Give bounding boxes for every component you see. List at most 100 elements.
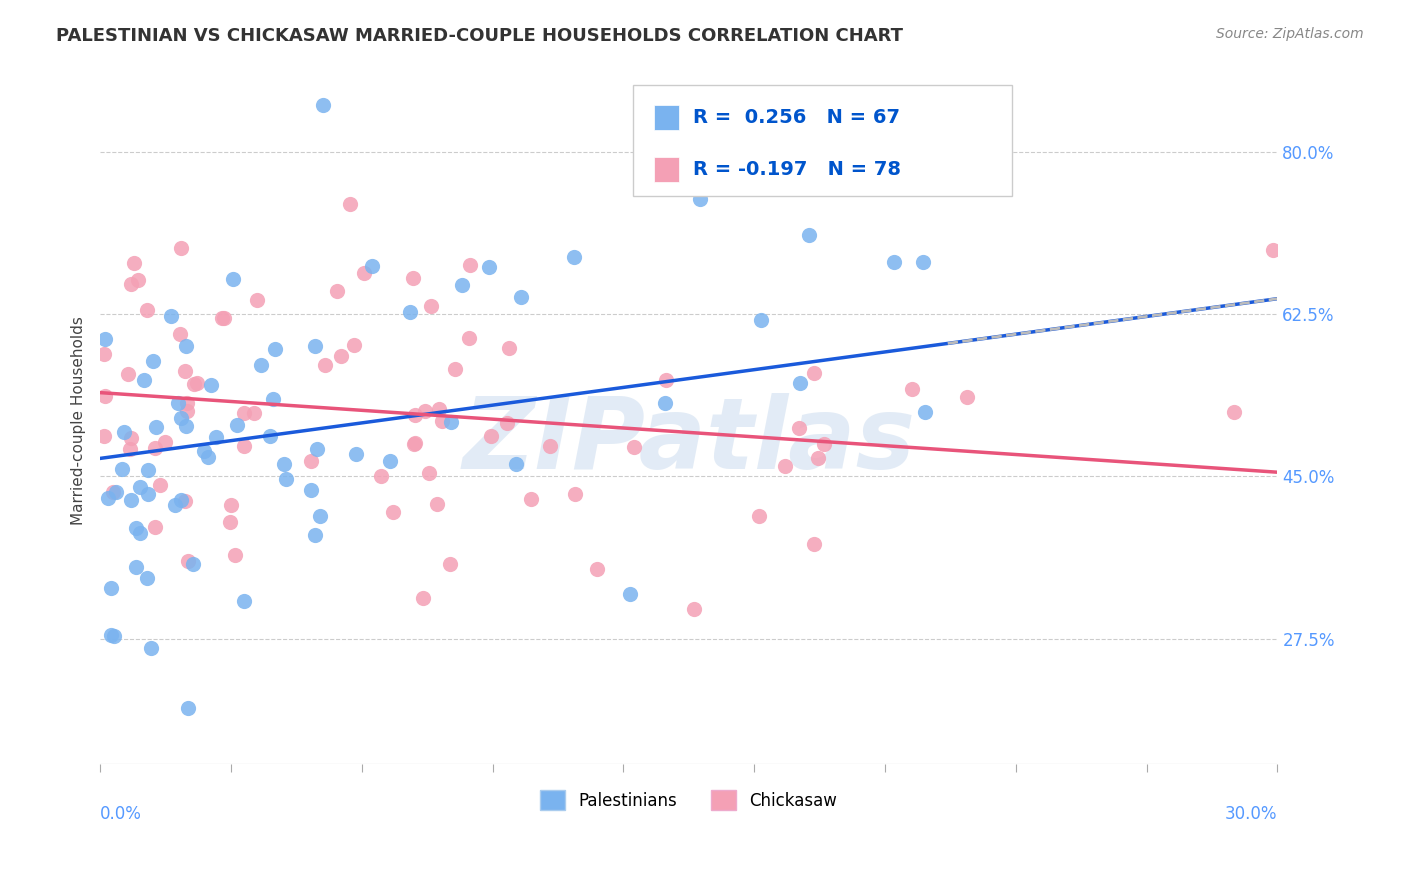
Point [301,483,323,497]
Point [619,587,641,601]
Point [478,260,501,274]
Point [170,492,193,507]
Point [129,479,152,493]
Point [177,701,200,715]
Point [141,640,163,655]
Point [787,421,810,435]
Point [94,332,117,346]
Point [343,338,366,352]
Point [163,498,186,512]
Point [479,429,502,443]
Point [112,425,135,439]
Point [654,396,676,410]
Point [883,255,905,269]
Point [120,277,142,291]
Point [100,628,122,642]
Point [149,477,172,491]
Text: Source: ZipAtlas.com: Source: ZipAtlas.com [1216,27,1364,41]
Text: 30.0%: 30.0% [1225,805,1278,823]
Point [444,361,467,376]
Point [498,342,520,356]
Point [186,376,208,391]
Point [136,570,159,584]
Point [169,327,191,342]
Point [104,484,127,499]
Point [118,442,141,456]
Point [451,278,474,293]
Point [509,290,531,304]
Point [219,516,242,530]
Point [586,562,609,576]
Point [135,302,157,317]
Point [415,403,437,417]
Point [911,254,934,268]
Point [807,450,830,465]
Point [339,197,361,211]
Point [176,396,198,410]
Point [174,364,197,378]
Point [683,602,706,616]
Point [418,467,440,481]
Point [1223,405,1246,419]
Point [224,548,246,562]
Point [120,431,142,445]
Point [103,629,125,643]
Point [399,304,422,318]
Point [353,266,375,280]
Point [166,396,188,410]
Point [655,373,678,387]
Point [304,527,326,541]
Point [143,520,166,534]
Point [127,272,149,286]
Point [404,408,426,422]
Point [129,525,152,540]
Point [211,310,233,325]
Point [145,420,167,434]
Point [305,442,328,456]
Point [623,440,645,454]
Point [193,443,215,458]
Point [749,312,772,326]
Point [440,415,463,429]
Point [97,491,120,505]
Point [262,392,284,407]
Text: R =  0.256   N = 67: R = 0.256 N = 67 [693,108,900,128]
Point [222,272,245,286]
Point [120,492,142,507]
Point [174,494,197,508]
Point [689,192,711,206]
Point [242,406,264,420]
Point [1263,243,1285,257]
Point [430,414,453,428]
Point [273,458,295,472]
Point [100,582,122,596]
Point [404,435,426,450]
Point [250,358,273,372]
Point [914,404,936,418]
Point [412,591,434,605]
Point [259,429,281,443]
Point [111,462,134,476]
Point [94,389,117,403]
Y-axis label: Married-couple Households: Married-couple Households [72,316,86,525]
Point [344,447,367,461]
Point [427,402,450,417]
Point [538,439,561,453]
Point [956,390,979,404]
Point [562,250,585,264]
Point [233,406,256,420]
Point [370,468,392,483]
Point [457,330,479,344]
Legend: Palestinians, Chickasaw: Palestinians, Chickasaw [534,783,844,817]
Point [93,347,115,361]
Text: 0.0%: 0.0% [100,805,142,823]
Point [122,255,145,269]
Point [309,509,332,524]
Point [439,558,461,572]
Point [326,284,349,298]
Point [177,554,200,568]
Point [264,342,287,356]
Point [420,299,443,313]
Point [797,228,820,243]
Point [564,487,586,501]
